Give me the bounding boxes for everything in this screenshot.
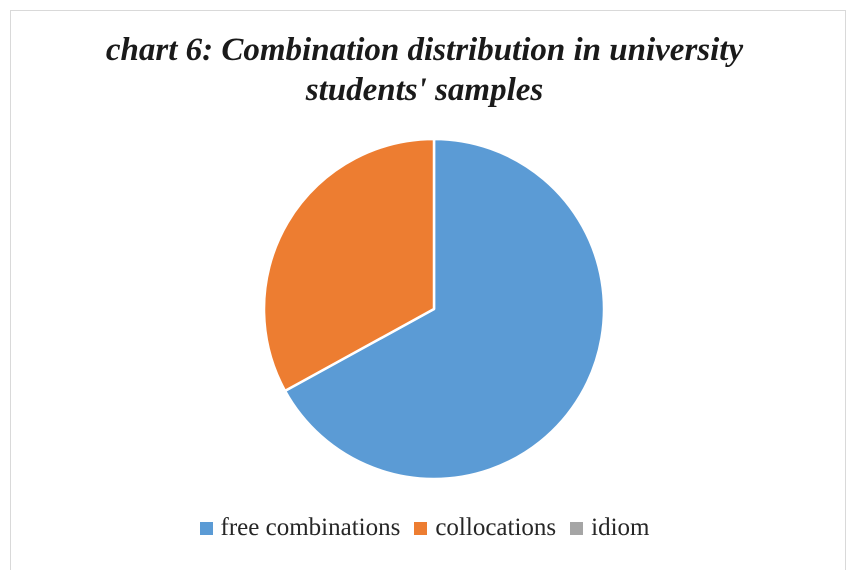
- pie-slices: [264, 139, 604, 479]
- legend-label-free-combinations: free combinations: [221, 514, 401, 542]
- legend-label-idiom: idiom: [591, 514, 649, 542]
- legend-swatch-collocations: [414, 522, 427, 535]
- legend-swatch-free-combinations: [200, 522, 213, 535]
- legend-swatch-idiom: [570, 522, 583, 535]
- legend: free combinations collocations idiom: [0, 514, 849, 542]
- legend-item-free-combinations: free combinations: [200, 514, 401, 542]
- legend-item-idiom: idiom: [570, 514, 649, 542]
- legend-label-collocations: collocations: [435, 514, 556, 542]
- legend-item-collocations: collocations: [414, 514, 556, 542]
